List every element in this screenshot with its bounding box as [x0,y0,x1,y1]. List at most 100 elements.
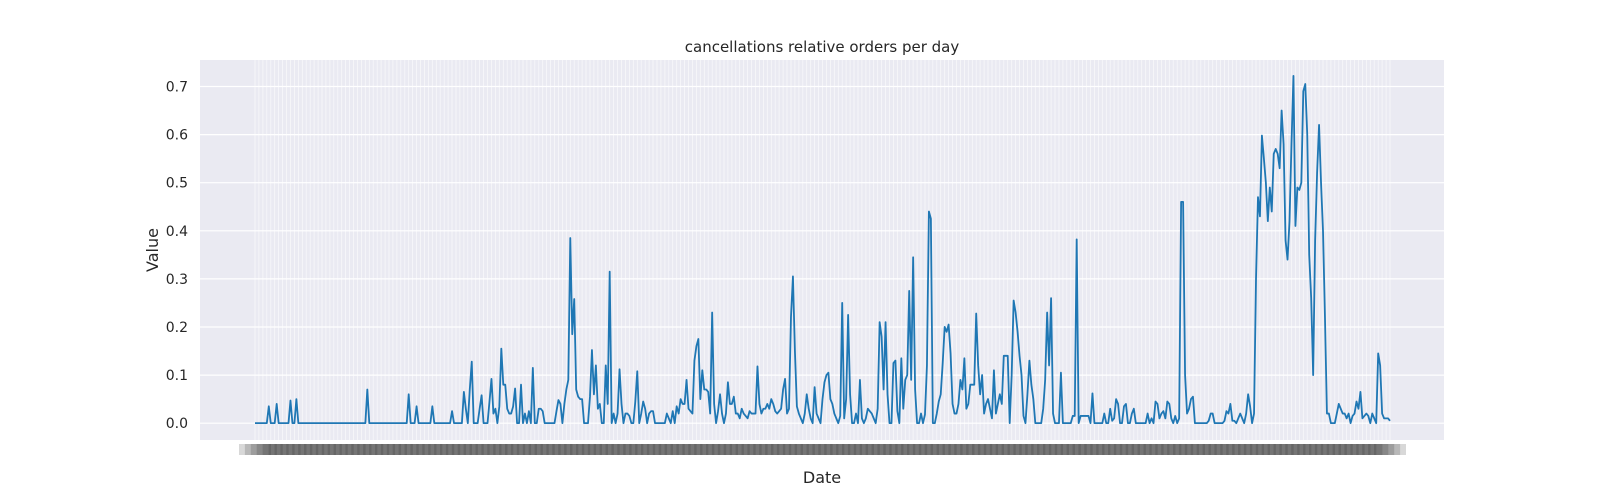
x-tick-mark [587,444,620,455]
x-tick-mark [499,444,532,455]
x-tick-mark [274,444,307,455]
x-tick-mark [416,444,449,455]
x-tick-mark [1137,444,1170,455]
x-tick-mark [812,444,845,455]
x-tick-mark [1344,444,1377,455]
x-tick-mark [564,444,597,455]
x-tick-mark [611,444,644,455]
x-tick-mark [1078,444,1111,455]
x-tick-mark [635,444,668,455]
x-tick-mark [534,444,567,455]
x-tick-mark [1149,444,1182,455]
x-tick-mark [765,444,798,455]
x-tick-mark [1007,444,1040,455]
x-tick-mark [1196,444,1229,455]
x-tick-mark [700,444,733,455]
x-tick-mark [345,444,378,455]
x-tick-mark [1273,444,1306,455]
x-tick-mark [404,444,437,455]
x-tick-mark [948,444,981,455]
x-tick-mark [942,444,975,455]
x-tick-mark [522,444,555,455]
x-tick-mark [1167,444,1200,455]
y-axis-label: Value [143,228,162,272]
x-tick-mark [859,444,892,455]
chart-title: cancellations relative orders per day [685,38,960,56]
x-tick-mark [912,444,945,455]
x-tick-mark [292,444,325,455]
x-gridlines [254,60,1391,440]
x-tick-mark [901,444,934,455]
x-tick-mark [682,444,715,455]
x-tick-mark [434,444,467,455]
x-tick-mark [1356,444,1389,455]
x-tick-mark [1368,444,1401,455]
y-tick-label: 0.1 [166,368,188,384]
x-tick-mark [1190,444,1223,455]
x-tick-mark [670,444,703,455]
x-tick-mark [818,444,851,455]
y-tick-labels: 0.0 0.1 0.2 0.3 0.4 0.5 0.6 0.7 [166,80,188,433]
x-tick-mark [428,444,461,455]
x-tick-mark [771,444,803,455]
x-tick-mark [327,444,360,455]
x-tick-mark [516,444,549,455]
x-tick-mark [1350,444,1383,455]
x-tick-mark [1320,444,1353,455]
x-tick-mark [877,444,910,455]
x-tick-mark [800,444,833,455]
x-tick-mark [244,444,277,455]
x-tick-mark [735,444,768,455]
x-tick-mark [989,444,1022,455]
x-tick-mark [794,444,827,455]
x-tick-mark [676,444,709,455]
x-tick-mark [593,444,626,455]
x-tick-mark [1303,444,1336,455]
x-tick-mark [410,444,443,455]
x-tick-mark [664,444,697,455]
x-tick-mark [1332,444,1365,455]
x-tick-mark [321,444,354,455]
x-tick-mark [1001,444,1034,455]
x-tick-mark [304,444,336,455]
x-tick-mark [883,444,916,455]
x-tick-mark [380,444,413,455]
x-tick-mark [1066,444,1099,455]
x-tick-mark [871,444,904,455]
x-tick-mark [1054,444,1087,455]
x-tick-mark [540,444,573,455]
series-line [255,74,1391,425]
x-tick-mark [1261,444,1294,455]
x-tick-mark [776,444,809,455]
x-tick-mark [1173,444,1205,455]
x-tick-mark [1362,444,1395,455]
x-tick-mark [280,444,313,455]
x-tick-mark [268,444,301,455]
x-tick-mark [865,444,898,455]
x-tick-mark [907,444,939,455]
x-tick-mark [717,444,750,455]
x-tick-mark [457,444,490,455]
x-tick-mark [581,444,614,455]
x-tick-mark [1338,444,1371,455]
x-tick-mark [1037,444,1069,455]
y-tick-label: 0.0 [166,416,188,432]
x-tick-mark [363,444,396,455]
x-tick-mark [262,444,295,455]
x-tick-mark [298,444,331,455]
x-tick-mark [475,444,508,455]
x-tick-mark [995,444,1028,455]
x-tick-labels [239,444,1406,455]
x-tick-mark [250,444,283,455]
x-tick-mark [1131,444,1164,455]
x-tick-mark [599,444,632,455]
x-tick-mark [1113,444,1146,455]
x-tick-mark [830,444,863,455]
y-tick-label: 0.7 [166,80,188,96]
x-tick-mark [1238,444,1270,455]
x-tick-mark [1143,444,1176,455]
x-tick-mark [1013,444,1046,455]
x-tick-mark [1084,444,1117,455]
x-tick-mark [1125,444,1158,455]
x-tick-mark [1208,444,1241,455]
